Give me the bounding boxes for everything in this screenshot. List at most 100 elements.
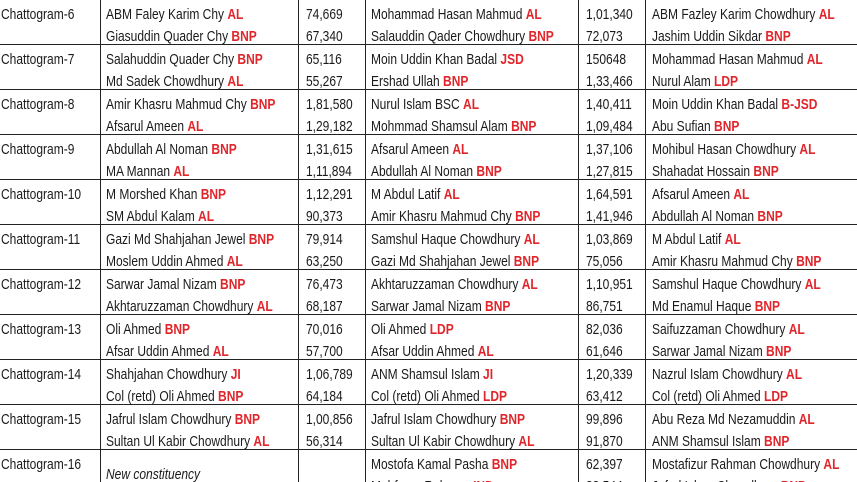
constituency: Chattogram-16	[1, 456, 82, 473]
votes: 79,914	[306, 231, 343, 248]
votes: 68,187	[306, 298, 343, 315]
column-divider	[365, 0, 366, 482]
candidate: Sarwar Jamal Nizam BNP	[106, 276, 245, 294]
votes: 1,20,339	[586, 366, 633, 383]
candidate: Afsarul Ameen AL	[371, 141, 468, 159]
candidate-name: Shahjahan Chowdhury	[106, 366, 228, 383]
votes: 62,397	[586, 456, 623, 473]
candidate-name: Abu Reza Md Nezamuddin	[652, 411, 796, 428]
candidate-name: Amir Khasru Mahmud Chy	[371, 208, 512, 225]
candidate: SM Abdul Kalam AL	[106, 208, 214, 226]
row-divider	[0, 449, 857, 450]
candidate-name: Oli Ahmed	[371, 321, 427, 338]
constituency: Chattogram-6	[1, 6, 75, 23]
votes: 1,64,591	[586, 186, 633, 203]
candidate-name: Sultan Ul Kabir Chowdhury	[371, 433, 516, 450]
party: BNP	[248, 231, 275, 248]
candidate-name: Sarwar Jamal Nizam	[652, 343, 763, 360]
candidate: Mohammad Hasan Mahmud AL	[652, 51, 823, 69]
candidate-name: Afsarul Ameen	[371, 141, 450, 158]
party: AL	[523, 231, 540, 248]
party: AL	[806, 51, 823, 68]
candidate-name: Sarwar Jamal Nizam	[106, 276, 217, 293]
candidate: Amir Khasru Mahmud Chy BNP	[106, 96, 275, 114]
candidate-name: Nazrul Islam Chowdhury	[652, 366, 783, 383]
candidate: Nazrul Islam Chowdhury AL	[652, 366, 802, 384]
party: AL	[733, 186, 750, 203]
votes: 1,81,580	[306, 96, 353, 113]
votes: 75,056	[586, 253, 623, 270]
constituency: Chattogram-15	[1, 411, 82, 428]
candidate: Salauddin Qader Chowdhury BNP	[371, 28, 554, 46]
party: BNP	[764, 433, 790, 450]
candidate-name: Afsarul Ameen	[106, 118, 185, 135]
votes: 61,646	[586, 343, 623, 360]
candidate-name: Salauddin Qader Chowdhury	[371, 28, 526, 45]
party: LDP	[483, 388, 508, 405]
candidate-name: Jafrul Islam Chowdhury	[106, 411, 232, 428]
candidate-name: Sarwar Jamal Nizam	[371, 298, 482, 315]
row-divider	[0, 269, 857, 270]
candidate: Nurul Alam LDP	[652, 73, 738, 91]
candidate-name: Akhtaruzzaman Chowdhury	[106, 298, 254, 315]
party: AL	[788, 321, 805, 338]
candidate: M Abdul Latif AL	[652, 231, 741, 249]
votes: 70,016	[306, 321, 343, 338]
party: BNP	[491, 456, 518, 473]
candidate: Amir Khasru Mahmud Chy BNP	[652, 253, 821, 271]
candidate-name: MA Mannan	[106, 163, 171, 180]
candidate: Salahuddin Quader Chy BNP	[106, 51, 263, 69]
candidate: Abdullah Al Noman BNP	[371, 163, 502, 181]
candidate-name: ABM Fazley Karim Chowdhury	[652, 6, 816, 23]
candidate-name: ANM Shamsul Islam	[652, 433, 761, 450]
candidate: Jafrul Islam Chowdhury BNP	[652, 478, 806, 482]
candidate: Ershad Ullah BNP	[371, 73, 468, 91]
party: LDP	[714, 73, 739, 90]
candidate: Col (retd) Oli Ahmed BNP	[106, 388, 243, 406]
candidate-name: Giasuddin Quader Chy	[106, 28, 229, 45]
candidate: Jashim Uddin Sikdar BNP	[652, 28, 791, 46]
candidate-name: Shahadat Hossain	[652, 163, 751, 180]
candidate-name: ANM Shamsul Islam	[371, 366, 480, 383]
candidate: Moslem Uddin Ahmed AL	[106, 253, 243, 271]
candidate-name: M Abdul Latif	[371, 186, 441, 203]
party: AL	[818, 6, 835, 23]
candidate-name: ABM Faley Karim Chy	[106, 6, 225, 23]
candidate-name: Abdullah Al Noman	[106, 141, 209, 158]
party: AL	[212, 343, 229, 360]
party: AL	[724, 231, 741, 248]
candidate-name: Mostafizur Rahman Chowdhury	[652, 456, 821, 473]
candidate-name: Akhtaruzzaman Chowdhury	[371, 276, 519, 293]
candidate: Shahadat Hossain BNP	[652, 163, 779, 181]
candidate-name: Col (retd) Oli Ahmed	[652, 388, 761, 405]
party: BNP	[714, 118, 740, 135]
party: BNP	[515, 208, 541, 225]
candidate-name: Samshul Haque Chowdhury	[652, 276, 802, 293]
candidate: Sarwar Jamal Nizam BNP	[371, 298, 510, 316]
votes: 33,544	[586, 478, 623, 482]
party: AL	[226, 253, 243, 270]
party: BNP	[476, 163, 502, 180]
party: BNP	[237, 51, 263, 68]
candidate: Afsarul Ameen AL	[106, 118, 203, 136]
candidate-name: Gazi Md Shahjahan Jewel	[106, 231, 246, 248]
candidate: Mohammad Hasan Mahmud AL	[371, 6, 542, 24]
constituency: Chattogram-12	[1, 276, 82, 293]
candidate: ANM Shamsul Islam JI	[371, 366, 493, 384]
party: BNP	[511, 118, 537, 135]
candidate: Amir Khasru Mahmud Chy BNP	[371, 208, 540, 226]
party: IND	[473, 478, 494, 482]
column-divider	[100, 0, 101, 482]
candidate: Mahfuzur Rahman IND	[371, 478, 494, 482]
party: AL	[477, 343, 494, 360]
row-divider	[0, 89, 857, 90]
row-divider	[0, 134, 857, 135]
candidate-name: Mostofa Kamal Pasha	[371, 456, 489, 473]
party: AL	[452, 141, 469, 158]
constituency: Chattogram-14	[1, 366, 82, 383]
votes: 91,870	[586, 433, 623, 450]
candidate-name: Nurul Islam BSC	[371, 96, 460, 113]
votes: 1,12,291	[306, 186, 353, 203]
party: BNP	[443, 73, 469, 90]
candidate-name: Moslem Uddin Ahmed	[106, 253, 224, 270]
